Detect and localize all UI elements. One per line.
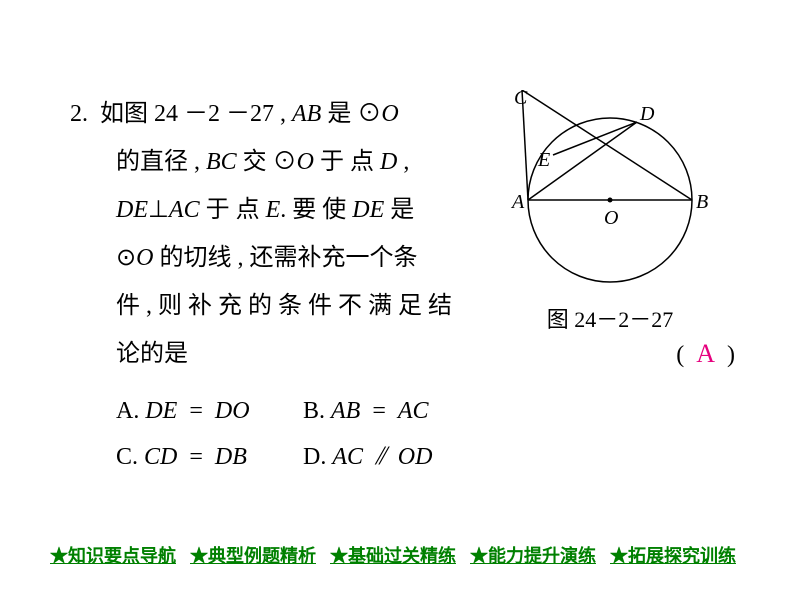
footer-link-1[interactable]: ★知识要点导航	[50, 542, 176, 568]
question-text-column: 2. 如图 24 －2 －27 , AB 是 ⊙O 的直径 , BC 交 ⊙O …	[70, 90, 490, 480]
question-block: 2. 如图 24 －2 －27 , AB 是 ⊙O 的直径 , BC 交 ⊙O …	[70, 90, 730, 480]
options-block: A. DE = DO B. AB = AC C. C	[70, 388, 490, 480]
label-a: A	[510, 191, 525, 213]
figure-column: A B C D E O 图 24－2－27	[490, 90, 730, 480]
text: 如图 24 －2 －27 , AB 是 ⊙O	[94, 101, 399, 127]
footer-link-2[interactable]: ★典型例题精析	[190, 542, 316, 568]
segment-bc	[522, 90, 692, 200]
question-line-2: 的直径 , BC 交 ⊙O 于 点 D ,	[70, 138, 490, 186]
question-line-5: 件 , 则 补 充 的 条 件 不 满 足 结	[70, 282, 490, 330]
option-d: D. AC ⫽ OD	[303, 434, 490, 480]
content-area: 2. 如图 24 －2 －27 , AB 是 ⊙O 的直径 , BC 交 ⊙O …	[70, 90, 730, 480]
center-dot	[608, 198, 613, 203]
option-row-1: A. DE = DO B. AB = AC	[116, 388, 490, 434]
label-b: B	[696, 191, 708, 213]
question-line-1: 2. 如图 24 －2 －27 , AB 是 ⊙O	[70, 90, 490, 138]
option-a: A. DE = DO	[116, 388, 303, 434]
question-line-6: 论的是 ( A )	[70, 330, 490, 378]
footer-link-4[interactable]: ★能力提升演练	[470, 542, 596, 568]
option-c: C. CD = DB	[116, 434, 303, 480]
segment-de	[553, 122, 637, 155]
question-number: 2.	[70, 101, 88, 127]
option-row-2: C. CD = DB D. AC ⫽ OD	[116, 434, 490, 480]
question-line-4: ⊙O 的切线 , 还需补充一个条	[70, 234, 490, 282]
footer-link-3[interactable]: ★基础过关精练	[330, 542, 456, 568]
label-c: C	[514, 90, 528, 109]
label-d: D	[639, 103, 655, 125]
footer-nav: ★知识要点导航 ★典型例题精析 ★基础过关精练 ★能力提升演练 ★拓展探究训练	[50, 542, 754, 568]
figure-caption: 图 24－2－27	[490, 302, 730, 334]
label-o: O	[604, 207, 618, 229]
option-b: B. AB = AC	[303, 388, 490, 434]
label-e: E	[537, 149, 550, 171]
footer-link-5[interactable]: ★拓展探究训练	[610, 542, 736, 568]
geometry-figure: A B C D E O	[490, 90, 730, 290]
question-line-3: DE⊥AC 于 点 E. 要 使 DE 是	[70, 186, 490, 234]
